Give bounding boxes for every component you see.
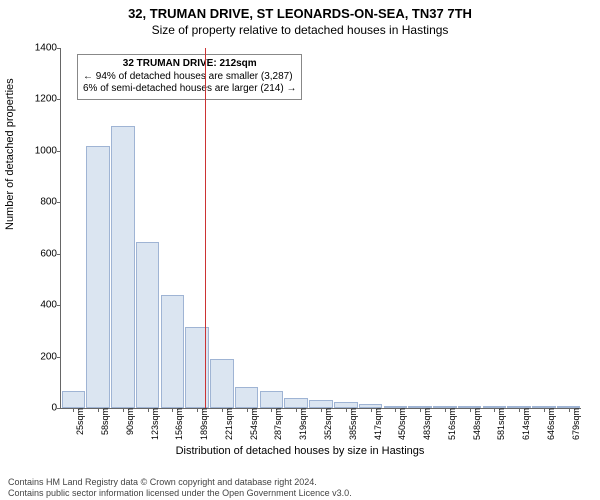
x-tick-label: 614sqm (519, 408, 531, 440)
x-tick-mark (172, 408, 173, 412)
x-tick-label: 450sqm (395, 408, 407, 440)
footer-line2: Contains public sector information licen… (8, 488, 352, 498)
y-tick-mark (57, 254, 61, 255)
property-marker-line (205, 48, 206, 408)
x-tick-mark (98, 408, 99, 412)
x-tick-label: 581sqm (494, 408, 506, 440)
histogram-bar (161, 295, 185, 408)
histogram-bar (210, 359, 234, 408)
x-tick-label: 679sqm (569, 408, 581, 440)
x-tick-label: 516sqm (445, 408, 457, 440)
x-tick-mark (569, 408, 570, 412)
x-tick-mark (420, 408, 421, 412)
x-tick-label: 58sqm (98, 408, 110, 435)
x-tick-mark (271, 408, 272, 412)
x-tick-mark (494, 408, 495, 412)
y-tick-mark (57, 408, 61, 409)
histogram-bar (62, 391, 86, 408)
x-tick-label: 221sqm (222, 408, 234, 440)
x-axis-caption: Distribution of detached houses by size … (0, 445, 600, 457)
histogram-bar (136, 242, 160, 408)
x-tick-mark (197, 408, 198, 412)
y-axis-label: Number of detached properties (4, 78, 16, 230)
x-tick-label: 287sqm (271, 408, 283, 440)
histogram-bar (235, 387, 259, 408)
info-box-line1: ← 94% of detached houses are smaller (3,… (83, 71, 296, 84)
x-tick-mark (519, 408, 520, 412)
x-tick-label: 25sqm (73, 408, 85, 435)
x-tick-mark (148, 408, 149, 412)
chart-container: 32, TRUMAN DRIVE, ST LEONARDS-ON-SEA, TN… (0, 0, 600, 500)
x-tick-label: 90sqm (123, 408, 135, 435)
footer-line1: Contains HM Land Registry data © Crown c… (8, 477, 352, 487)
x-tick-label: 254sqm (247, 408, 259, 440)
x-tick-label: 189sqm (197, 408, 209, 440)
x-tick-mark (321, 408, 322, 412)
y-tick-mark (57, 305, 61, 306)
x-tick-mark (445, 408, 446, 412)
histogram-bar (284, 398, 308, 408)
histogram-bar (309, 400, 333, 408)
x-tick-label: 548sqm (470, 408, 482, 440)
x-tick-mark (296, 408, 297, 412)
x-tick-mark (470, 408, 471, 412)
x-tick-mark (346, 408, 347, 412)
x-tick-mark (395, 408, 396, 412)
info-box: 32 TRUMAN DRIVE: 212sqm ← 94% of detache… (77, 54, 302, 100)
x-tick-mark (73, 408, 74, 412)
x-tick-label: 123sqm (148, 408, 160, 440)
footer: Contains HM Land Registry data © Crown c… (8, 477, 352, 498)
info-box-line2: 6% of semi-detached houses are larger (2… (83, 83, 296, 96)
histogram-bar (86, 146, 110, 408)
x-tick-label: 646sqm (544, 408, 556, 440)
plot-area: 32 TRUMAN DRIVE: 212sqm ← 94% of detache… (60, 48, 581, 409)
info-box-title: 32 TRUMAN DRIVE: 212sqm (83, 58, 296, 71)
x-tick-label: 352sqm (321, 408, 333, 440)
histogram-bar (111, 126, 135, 408)
x-tick-mark (371, 408, 372, 412)
x-tick-label: 156sqm (172, 408, 184, 440)
x-tick-label: 483sqm (420, 408, 432, 440)
y-tick-mark (57, 357, 61, 358)
x-tick-label: 319sqm (296, 408, 308, 440)
histogram-bar (260, 391, 284, 408)
x-tick-label: 385sqm (346, 408, 358, 440)
chart-subtitle: Size of property relative to detached ho… (0, 21, 600, 37)
x-tick-mark (544, 408, 545, 412)
y-tick-mark (57, 48, 61, 49)
y-tick-mark (57, 99, 61, 100)
y-tick-mark (57, 202, 61, 203)
chart-title: 32, TRUMAN DRIVE, ST LEONARDS-ON-SEA, TN… (0, 0, 600, 21)
x-tick-mark (222, 408, 223, 412)
x-tick-mark (247, 408, 248, 412)
x-tick-mark (123, 408, 124, 412)
x-tick-label: 417sqm (371, 408, 383, 440)
y-tick-mark (57, 151, 61, 152)
